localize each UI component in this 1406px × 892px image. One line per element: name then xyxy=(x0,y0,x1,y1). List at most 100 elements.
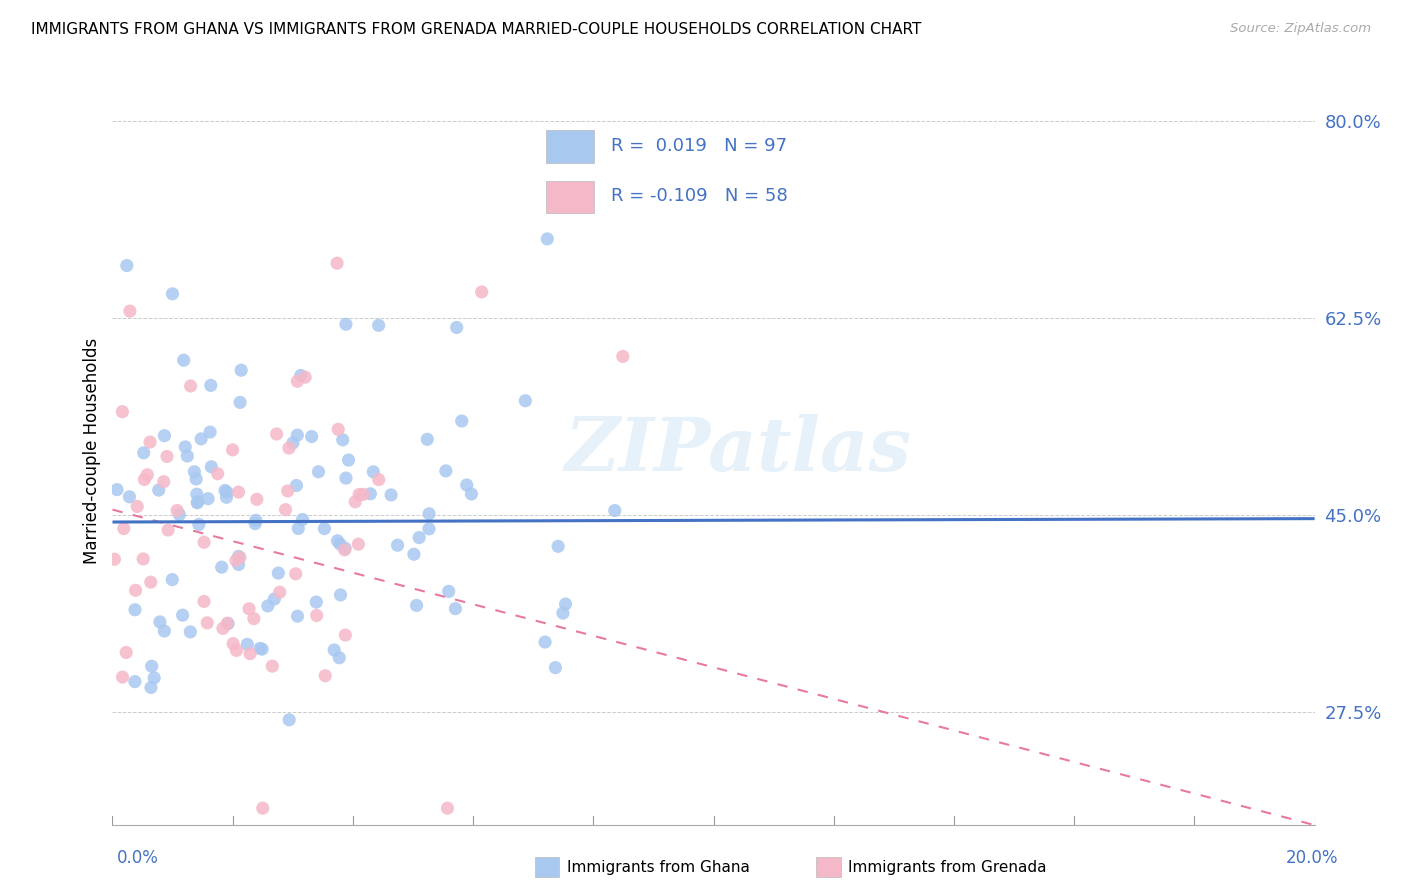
Point xyxy=(190,432,212,446)
Point xyxy=(243,612,266,626)
Point xyxy=(103,552,125,566)
Point xyxy=(156,450,179,464)
Point xyxy=(460,487,482,501)
Point xyxy=(277,441,299,455)
Point xyxy=(544,660,567,674)
Point xyxy=(285,478,308,492)
Text: IMMIGRANTS FROM GHANA VS IMMIGRANTS FROM GRENADA MARRIED-COUPLE HOUSEHOLDS CORRE: IMMIGRANTS FROM GHANA VS IMMIGRANTS FROM… xyxy=(31,22,921,37)
Point xyxy=(328,422,350,436)
Point xyxy=(111,670,134,684)
Point xyxy=(335,628,357,642)
Point xyxy=(328,650,350,665)
Point xyxy=(314,669,336,683)
Point xyxy=(207,467,229,481)
Point xyxy=(193,594,215,608)
Point xyxy=(367,318,389,333)
Point xyxy=(314,522,336,536)
Point xyxy=(124,583,146,598)
Point xyxy=(446,320,468,334)
Point xyxy=(187,494,209,508)
Point xyxy=(418,507,440,521)
Point xyxy=(256,599,278,613)
Point xyxy=(153,624,176,638)
Point xyxy=(278,713,301,727)
Point xyxy=(250,642,273,657)
Point xyxy=(536,232,558,246)
Point xyxy=(152,475,174,489)
Point xyxy=(301,429,323,443)
Point xyxy=(238,601,260,615)
Point xyxy=(149,615,172,629)
Point xyxy=(105,483,128,497)
Point xyxy=(344,495,367,509)
Point xyxy=(284,566,307,581)
Point xyxy=(214,483,236,498)
Point xyxy=(335,471,357,485)
Point xyxy=(262,659,284,673)
Point xyxy=(200,459,222,474)
Text: Immigrants from Ghana: Immigrants from Ghana xyxy=(567,860,749,874)
Point xyxy=(418,522,440,536)
Point xyxy=(239,647,262,661)
Point xyxy=(124,674,146,689)
Point xyxy=(225,643,247,657)
Point xyxy=(228,549,250,564)
Point xyxy=(111,405,134,419)
Point xyxy=(198,425,221,439)
Point xyxy=(359,487,381,501)
Point xyxy=(269,585,291,599)
Point xyxy=(450,414,472,428)
Point xyxy=(329,537,352,551)
Point xyxy=(157,523,180,537)
Text: ZIPatlas: ZIPatlas xyxy=(564,414,911,487)
Point xyxy=(197,491,219,506)
Point xyxy=(112,522,135,536)
Point xyxy=(290,368,312,383)
FancyBboxPatch shape xyxy=(546,130,593,162)
Point xyxy=(174,440,197,454)
Point xyxy=(215,491,238,505)
Point xyxy=(347,537,370,551)
Point xyxy=(285,428,308,442)
Point xyxy=(326,256,349,270)
Point xyxy=(515,393,537,408)
Point xyxy=(139,575,162,590)
Point xyxy=(179,624,201,639)
Point xyxy=(228,558,250,572)
Point xyxy=(127,500,149,514)
Text: 20.0%: 20.0% xyxy=(1286,849,1339,867)
Point xyxy=(416,432,439,446)
Point xyxy=(217,616,239,631)
Point xyxy=(186,487,208,501)
Bar xyxy=(534,856,560,877)
Point xyxy=(471,285,494,299)
Point xyxy=(245,516,267,531)
Point xyxy=(291,512,314,526)
Point xyxy=(307,465,329,479)
Point xyxy=(173,353,195,368)
Point xyxy=(221,442,243,457)
Point xyxy=(612,350,634,364)
Point xyxy=(274,502,297,516)
Point xyxy=(277,483,299,498)
Point xyxy=(352,487,374,501)
Point xyxy=(115,646,138,660)
Bar xyxy=(815,856,841,877)
Point xyxy=(236,637,259,651)
Point xyxy=(554,597,576,611)
Point xyxy=(249,641,271,656)
Point xyxy=(387,538,409,552)
Point xyxy=(132,552,155,566)
Point xyxy=(294,370,316,384)
FancyBboxPatch shape xyxy=(546,181,593,213)
Point xyxy=(456,478,478,492)
Point xyxy=(332,433,354,447)
Point xyxy=(267,566,290,580)
Point xyxy=(183,465,205,479)
Point xyxy=(184,472,207,486)
Point xyxy=(335,318,357,332)
Point xyxy=(229,395,252,409)
Point xyxy=(139,681,162,695)
Point xyxy=(229,550,252,565)
Text: R =  0.019   N = 97: R = 0.019 N = 97 xyxy=(612,136,787,154)
